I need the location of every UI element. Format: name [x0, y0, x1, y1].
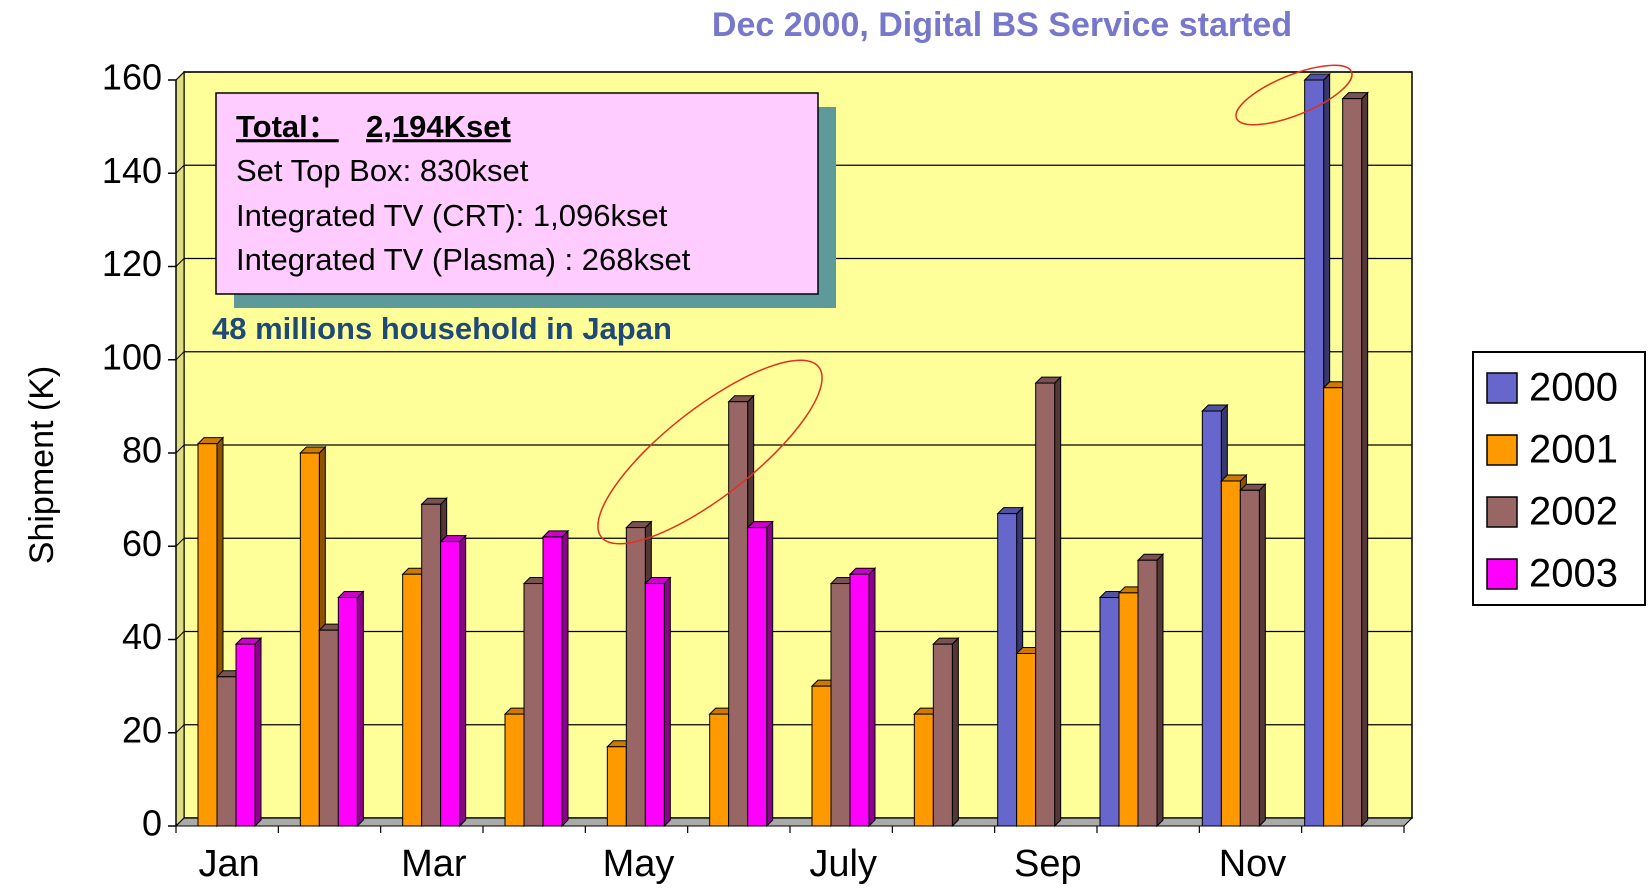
bar — [1342, 98, 1363, 827]
info-box: Total： 2,194Kset Set Top Box: 830kset In… — [215, 92, 836, 308]
y-tick-label: 140 — [102, 150, 162, 191]
legend-label: 2000 — [1529, 366, 1618, 410]
bar — [1099, 597, 1120, 827]
grid-line — [175, 631, 185, 640]
chart-title: Dec 2000, Digital BS Service started — [712, 6, 1292, 44]
y-tick-label: 20 — [122, 709, 162, 750]
bar — [644, 583, 665, 827]
bar-side — [356, 590, 364, 828]
bar — [1137, 559, 1158, 827]
bar — [1118, 592, 1139, 827]
x-tick-label: July — [809, 843, 877, 885]
y-tick-label: 40 — [122, 616, 162, 657]
y-tick-label: 0 — [142, 803, 162, 844]
legend-swatch — [1486, 496, 1518, 528]
grid-line — [175, 164, 185, 174]
grid-line — [175, 71, 185, 81]
legend-label: 2003 — [1529, 552, 1618, 596]
bar — [913, 713, 934, 827]
bar — [709, 713, 730, 827]
bar-side — [1054, 375, 1062, 828]
y-tick-label: 120 — [102, 243, 162, 284]
x-tick-label: Nov — [1219, 843, 1287, 885]
bar — [337, 597, 358, 827]
bar-side — [459, 534, 467, 828]
highlight-ellipse — [597, 359, 823, 545]
box-total-label: Total： — [236, 109, 339, 144]
y-tick-label: 60 — [122, 523, 162, 564]
bar — [1239, 489, 1260, 827]
bar-side — [1258, 483, 1266, 828]
bar — [830, 583, 851, 827]
bar — [625, 527, 646, 827]
box-line: Integrated TV (Plasma) : 268kset — [236, 242, 691, 277]
bar — [849, 573, 870, 827]
bar-side — [868, 567, 876, 828]
legend-label: 2002 — [1529, 490, 1618, 534]
bar — [504, 713, 525, 827]
bar-side — [766, 520, 774, 828]
bar-side — [1156, 553, 1164, 828]
grid-line — [175, 537, 185, 547]
bar-side — [663, 576, 671, 828]
bar — [728, 401, 749, 827]
bar — [542, 536, 563, 827]
bar-side — [1361, 91, 1369, 828]
bar — [997, 513, 1018, 827]
bar — [1201, 410, 1222, 827]
y-axis-label: Shipment (K) — [23, 366, 61, 564]
annotation: 48 millions household in Japan — [212, 311, 672, 346]
box — [215, 92, 819, 295]
bar — [523, 583, 544, 827]
legend-label: 2001 — [1529, 428, 1618, 472]
bar — [235, 643, 256, 827]
legend-swatch — [1486, 372, 1518, 404]
bar — [1035, 382, 1056, 827]
bar — [440, 541, 461, 827]
bar-side — [254, 636, 262, 828]
bar — [1304, 79, 1325, 827]
grid-line — [175, 351, 185, 361]
bar — [1323, 387, 1344, 827]
bar — [1220, 480, 1241, 827]
grid-line — [175, 258, 185, 267]
y-tick-label: 100 — [102, 336, 162, 377]
bar-side — [951, 636, 959, 828]
grid-line — [175, 724, 185, 734]
box-total-value: 2,194Kset — [366, 109, 511, 144]
bar — [606, 746, 627, 827]
highlight-ellipse — [1235, 64, 1353, 126]
box-line: Set Top Box: 830kset — [236, 153, 529, 188]
x-tick-label: Mar — [401, 843, 467, 885]
bar — [402, 573, 423, 827]
grid-line — [175, 817, 185, 827]
bar — [811, 685, 832, 827]
x-tick-label: May — [603, 843, 675, 885]
bar — [932, 643, 953, 827]
bar — [747, 527, 768, 827]
bar — [299, 452, 320, 827]
bar — [421, 503, 442, 827]
bar — [1016, 652, 1037, 827]
legend-swatch — [1486, 558, 1518, 590]
bar — [318, 629, 339, 827]
y-tick-label: 80 — [122, 430, 162, 471]
bar — [216, 676, 237, 827]
bar — [197, 443, 218, 827]
x-tick-label: Sep — [1014, 843, 1082, 885]
box-line: Integrated TV (CRT): 1,096kset — [236, 198, 668, 233]
x-tick-label: Jan — [199, 843, 260, 885]
y-tick-label: 160 — [102, 57, 162, 98]
grid-line — [175, 444, 185, 454]
legend-swatch — [1486, 434, 1518, 466]
bar-side — [561, 529, 569, 828]
